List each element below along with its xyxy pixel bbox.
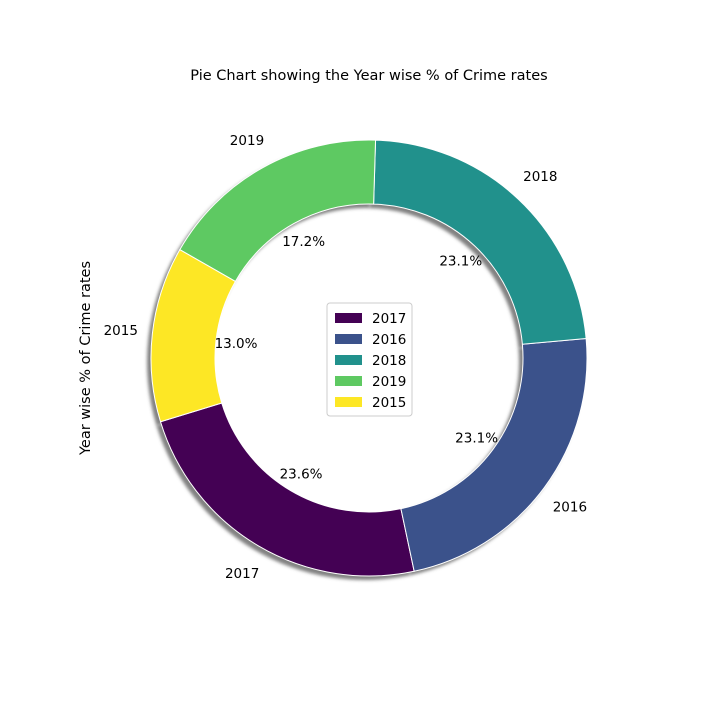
y-axis-label: Year wise % of Crime rates [78, 261, 94, 456]
legend-label-2015: 2015 [372, 395, 406, 411]
legend-swatch-2017 [335, 313, 362, 323]
legend-swatch-2019 [335, 376, 362, 386]
legend-swatch-2015 [335, 397, 362, 407]
slice-2015 [150, 248, 237, 423]
legend-swatch-2016 [335, 334, 362, 344]
slice-labels: 2017 23.6% 2016 23.1% 2018 23.1% 2019 17.2% 2015… [104, 133, 588, 582]
donut-slices [150, 139, 588, 577]
pct-label-2016: 23.1% [455, 431, 498, 447]
slice-2019 [179, 139, 377, 283]
legend-frame [326, 302, 413, 417]
legend-label-2016: 2016 [372, 332, 406, 348]
pct-label-2019: 17.2% [282, 234, 325, 250]
slice-label-2019: 2019 [230, 133, 264, 149]
slice-2016 [400, 338, 588, 572]
slice-label-2015: 2015 [104, 323, 138, 339]
slice-label-2017: 2017 [225, 566, 259, 582]
legend-label-2019: 2019 [372, 374, 406, 390]
slice-2017 [159, 402, 415, 577]
slice-label-2016: 2016 [553, 499, 587, 515]
slice-label-2018: 2018 [523, 169, 557, 185]
legend-swatch-2018 [335, 355, 362, 365]
chart-title: Pie Chart showing the Year wise % of Cri… [190, 68, 547, 84]
pct-label-2017: 23.6% [280, 466, 323, 482]
legend-label-2018: 2018 [372, 353, 406, 369]
pct-label-2015: 13.0% [215, 336, 258, 352]
legend: 2017 2016 2018 2019 2015 [326, 302, 413, 417]
legend-label-2017: 2017 [372, 311, 406, 327]
pct-label-2018: 23.1% [439, 254, 482, 270]
